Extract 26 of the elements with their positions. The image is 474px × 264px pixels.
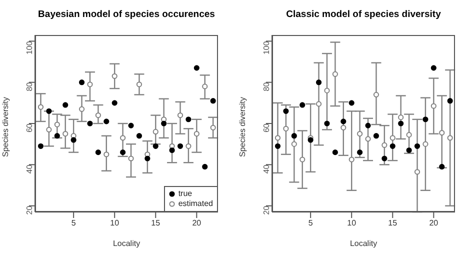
y-tick-label: 100 bbox=[24, 40, 34, 55]
y-tick-label: 60 bbox=[262, 122, 271, 132]
x-tick-label: 20 bbox=[429, 218, 439, 228]
x-axis-title: Locality bbox=[112, 239, 140, 248]
x-tick-label: 5 bbox=[71, 218, 76, 228]
x-axis-title: Locality bbox=[350, 239, 378, 248]
y-tick-label: 100 bbox=[262, 40, 271, 55]
y-tick-label: 40 bbox=[262, 164, 271, 174]
x-tick-label: 10 bbox=[347, 218, 357, 228]
x-tick-label: 15 bbox=[388, 218, 398, 228]
y-axis-title: Species diversity bbox=[1, 96, 10, 158]
legend-label: true bbox=[178, 189, 192, 199]
y-tick-label: 60 bbox=[24, 122, 34, 132]
x-tick-label: 20 bbox=[192, 218, 202, 228]
y-tick-label: 20 bbox=[24, 205, 34, 215]
y-tick-label: 40 bbox=[24, 164, 34, 174]
x-tick-label: 5 bbox=[308, 218, 314, 228]
y-tick-label: 80 bbox=[262, 82, 271, 92]
chart-title: Bayesian model of species occurences bbox=[37, 9, 216, 20]
y-tick-label: 20 bbox=[262, 205, 271, 215]
x-tick-label: 10 bbox=[110, 218, 120, 228]
y-tick-label: 80 bbox=[24, 82, 34, 92]
y-axis-title: Species diversity bbox=[238, 96, 247, 158]
chart-title: Classic model of species diversity bbox=[285, 9, 442, 20]
x-tick-label: 15 bbox=[151, 218, 161, 228]
legend-label: estimated bbox=[178, 199, 213, 209]
